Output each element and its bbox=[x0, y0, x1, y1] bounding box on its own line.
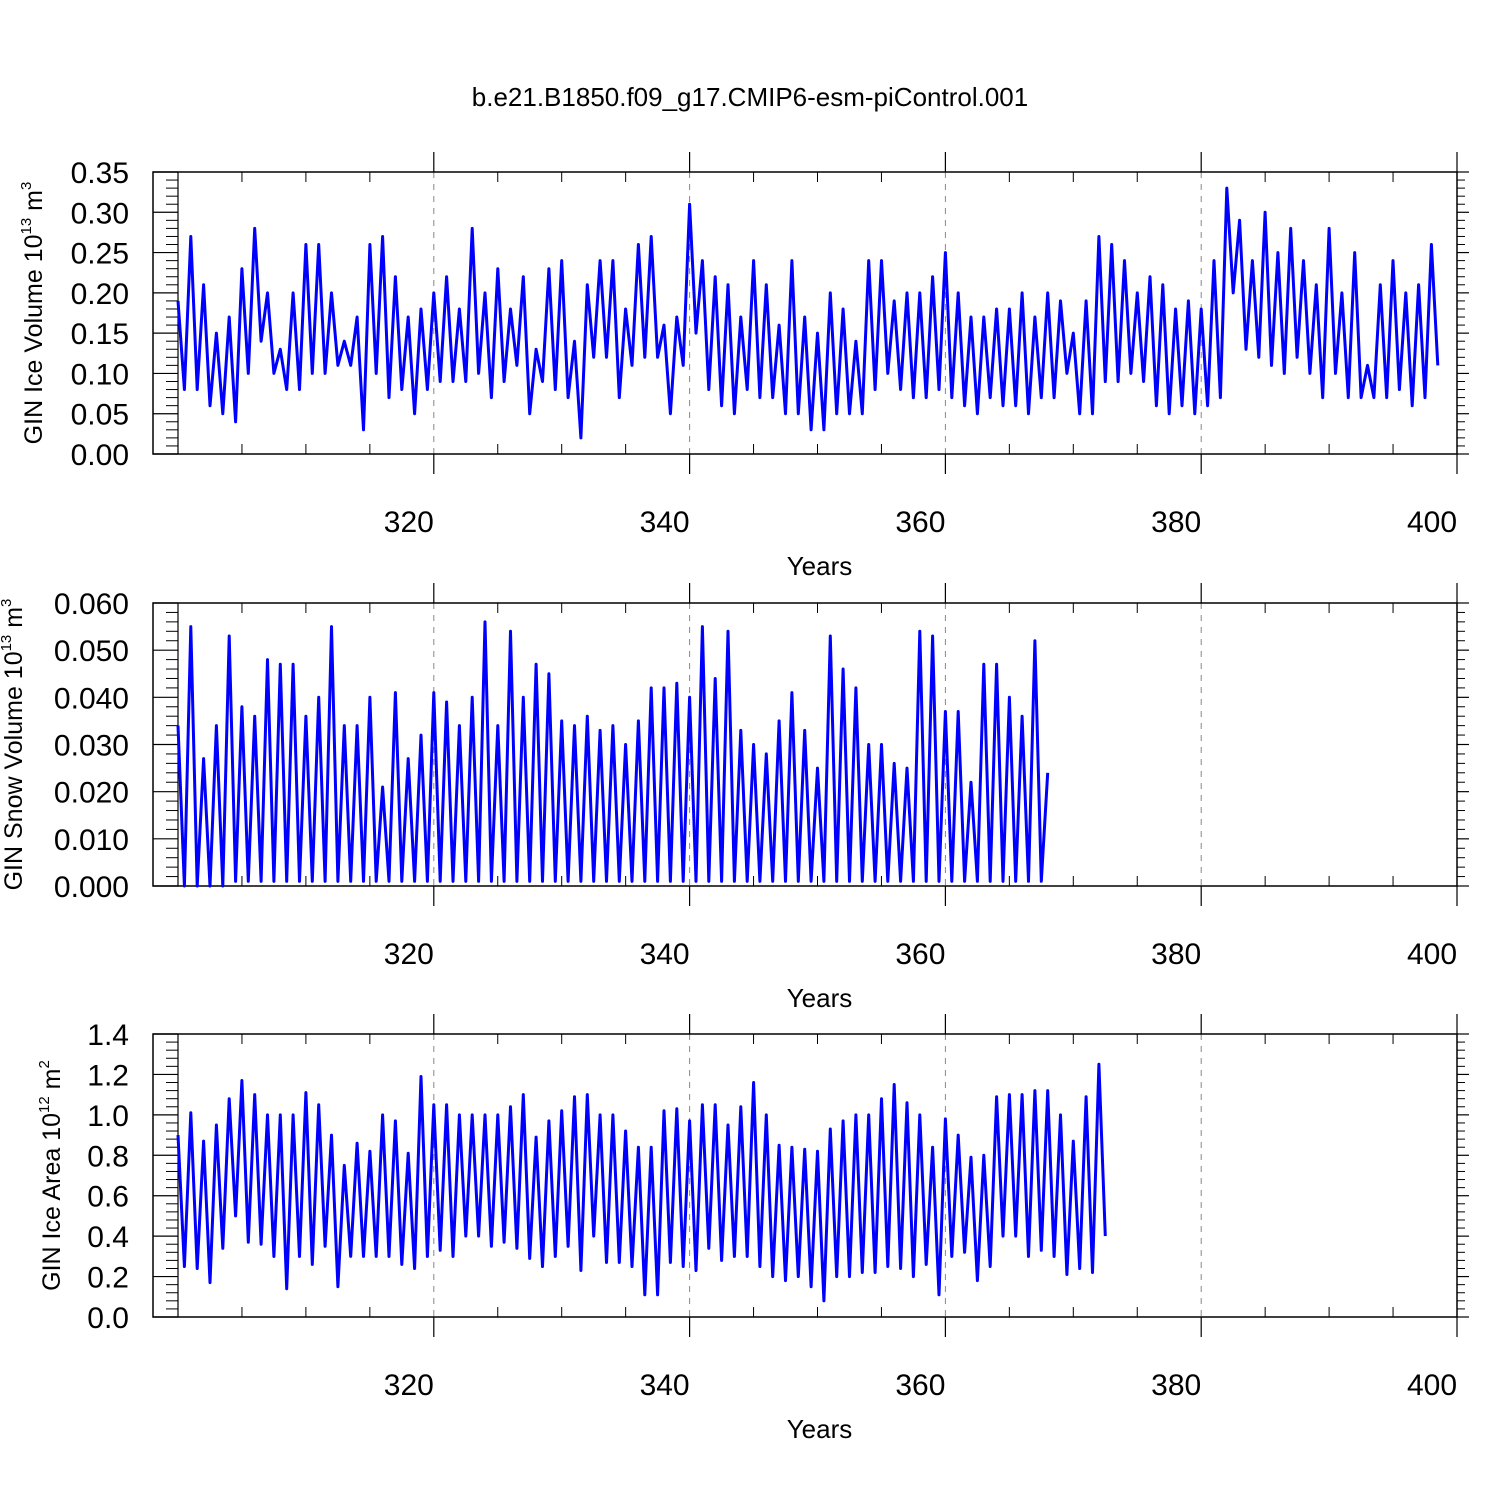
chart-panels: 0.00 0.05 0.10 0.15 0.20 0.25 0.30 0.35 320 340 36… bbox=[0, 152, 1469, 1444]
x-tick-label: 400 bbox=[1407, 938, 1457, 971]
x-tick-label: 340 bbox=[640, 938, 690, 971]
x-tick-label: 400 bbox=[1407, 1369, 1457, 1402]
y-axis-title: GIN Ice Area 1012 m2 bbox=[36, 1060, 66, 1291]
chart-panel-2: 0.000 0.010 0.020 0.030 0.040 0.050 0.060 320 34… bbox=[0, 583, 1469, 1013]
page-title: b.e21.B1850.f09_g17.CMIP6-esm-piControl.… bbox=[472, 82, 1028, 112]
y-tick-label: 1.0 bbox=[87, 1100, 129, 1133]
y-axis-title: GIN Snow Volume 1013 m3 bbox=[0, 599, 28, 891]
y-tick-label: 0.15 bbox=[71, 318, 129, 351]
y-tick-label: 0.05 bbox=[71, 399, 129, 432]
series-line bbox=[176, 1062, 1107, 1303]
plot-frame bbox=[152, 1033, 1458, 1318]
y-tick-label: 0.0 bbox=[87, 1302, 129, 1335]
y-tick-label: 0.20 bbox=[71, 278, 129, 311]
y-tick-label: 1.4 bbox=[87, 1019, 129, 1052]
x-tick-label: 380 bbox=[1151, 938, 1201, 971]
y-tick-label: 0.040 bbox=[54, 682, 129, 715]
y-tick-label: 0.060 bbox=[54, 588, 129, 621]
series-line bbox=[176, 620, 1050, 888]
x-tick-label: 380 bbox=[1151, 1369, 1201, 1402]
x-tick-label: 340 bbox=[640, 1369, 690, 1402]
y-tick-label: 0.35 bbox=[71, 157, 129, 190]
chart-panel-3: 0.0 0.2 0.4 0.6 0.8 1.0 1.2 1.4 320 340 360 380 400 Y… bbox=[36, 1014, 1469, 1444]
x-tick-label: 320 bbox=[384, 938, 434, 971]
x-tick-label: 380 bbox=[1151, 506, 1201, 539]
y-tick-label: 0.00 bbox=[71, 439, 129, 472]
y-tick-label: 0.020 bbox=[54, 777, 129, 810]
x-axis-title: Years bbox=[787, 551, 853, 581]
y-tick-label: 0.8 bbox=[87, 1140, 129, 1173]
x-tick-label: 360 bbox=[895, 938, 945, 971]
x-tick-label: 400 bbox=[1407, 506, 1457, 539]
chart-panel-1: 0.00 0.05 0.10 0.15 0.20 0.25 0.30 0.35 320 340 36… bbox=[18, 152, 1469, 581]
x-tick-label: 360 bbox=[895, 1369, 945, 1402]
x-tick-label: 360 bbox=[895, 506, 945, 539]
x-axis-title: Years bbox=[787, 983, 853, 1013]
x-tick-label: 320 bbox=[384, 506, 434, 539]
x-axis-title: Years bbox=[787, 1414, 853, 1444]
y-axis-title: GIN Ice Volume 1013 m3 bbox=[18, 182, 48, 445]
y-tick-label: 1.2 bbox=[87, 1059, 129, 1092]
series-line bbox=[176, 186, 1440, 440]
y-tick-label: 0.4 bbox=[87, 1221, 129, 1254]
y-tick-label: 0.30 bbox=[71, 197, 129, 230]
y-tick-label: 0.010 bbox=[54, 824, 129, 857]
y-tick-label: 0.10 bbox=[71, 358, 129, 391]
x-tick-label: 340 bbox=[640, 506, 690, 539]
y-tick-label: 0.2 bbox=[87, 1262, 129, 1295]
y-tick-label: 0.6 bbox=[87, 1181, 129, 1214]
y-tick-label: 0.000 bbox=[54, 871, 129, 904]
plot-frame bbox=[152, 171, 1458, 455]
y-tick-label: 0.030 bbox=[54, 730, 129, 763]
y-tick-label: 0.050 bbox=[54, 635, 129, 668]
x-tick-label: 320 bbox=[384, 1369, 434, 1402]
y-tick-label: 0.25 bbox=[71, 238, 129, 271]
